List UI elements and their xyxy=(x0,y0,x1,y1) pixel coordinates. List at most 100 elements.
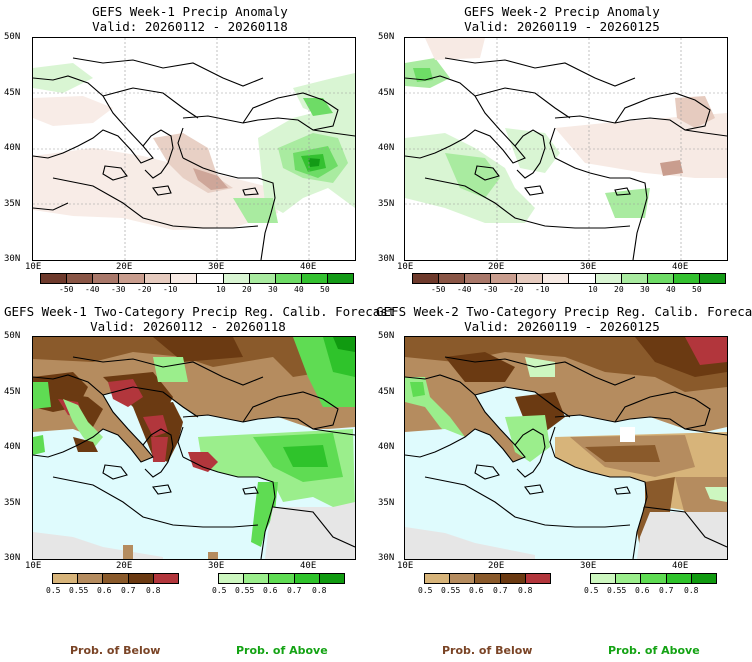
p3-lon-10: 10E xyxy=(25,561,42,571)
map-week1-category xyxy=(32,336,356,560)
p3-lat-30: 30N xyxy=(4,553,21,563)
p1-lon-20: 20E xyxy=(116,262,133,272)
p4-lon-40: 40E xyxy=(672,561,689,571)
p3-below-label: 0.5 xyxy=(46,586,61,595)
p4-lat-40: 40N xyxy=(378,442,395,452)
p4-above-label: 0.6 xyxy=(635,586,650,595)
panel2-title: GEFS Week-2 Precip Anomaly xyxy=(464,4,660,19)
anomaly-wet-areas xyxy=(405,58,650,223)
p2-cb-label: 30 xyxy=(640,285,650,294)
p4-below-label: 0.8 xyxy=(518,586,533,595)
p4-above-colorbar xyxy=(590,573,717,584)
p1-cb-label: -40 xyxy=(85,285,100,294)
p3-lat-35: 35N xyxy=(4,498,21,508)
p1-cb-label: 10 xyxy=(216,285,226,294)
p3-above-label: 0.6 xyxy=(263,586,278,595)
p4-below-label: 0.7 xyxy=(493,586,508,595)
p2-lon-40: 40E xyxy=(672,262,689,272)
p2-lon-30: 30E xyxy=(580,262,597,272)
p3-above-label: 0.8 xyxy=(312,586,327,595)
p1-cb-label: -50 xyxy=(59,285,74,294)
p3-lon-20: 20E xyxy=(116,561,133,571)
p1-anomaly-colorbar xyxy=(40,273,354,284)
p1-cb-label: 20 xyxy=(242,285,252,294)
p2-lat-30: 30N xyxy=(378,254,395,264)
p1-lat-35: 35N xyxy=(4,199,21,209)
p3-below-label: 0.55 xyxy=(69,586,89,595)
p4-lat-50: 50N xyxy=(378,331,395,341)
p4-above-label: 0.55 xyxy=(607,586,627,595)
p2-lat-45: 45N xyxy=(378,88,395,98)
p3-above-label: 0.7 xyxy=(287,586,302,595)
p4-lat-35: 35N xyxy=(378,498,395,508)
p1-cb-label: -10 xyxy=(163,285,178,294)
p2-cb-label: -40 xyxy=(457,285,472,294)
p3-lat-50: 50N xyxy=(4,331,21,341)
p3-above-colorbar xyxy=(218,573,345,584)
p2-cb-label: 40 xyxy=(666,285,676,294)
p4-above-label: 0.8 xyxy=(684,586,699,595)
p1-lon-10: 10E xyxy=(25,262,42,272)
panel3-title: GEFS Week-1 Two-Category Precip Reg. Cal… xyxy=(4,304,396,319)
footer-prob-below-right: Prob. of Below xyxy=(442,644,533,657)
p2-cb-label: 10 xyxy=(588,285,598,294)
p2-lon-10: 10E xyxy=(397,262,414,272)
p4-lon-30: 30E xyxy=(580,561,597,571)
p3-below-label: 0.6 xyxy=(97,586,112,595)
p3-lat-40: 40N xyxy=(4,442,21,452)
coastlines xyxy=(33,356,355,559)
p2-lat-50: 50N xyxy=(378,32,395,42)
p1-lon-40: 40E xyxy=(300,262,317,272)
panel4-valid: Valid: 20260119 - 20260125 xyxy=(464,319,660,334)
footer-prob-above-right: Prob. of Above xyxy=(608,644,700,657)
p3-below-colorbar xyxy=(52,573,179,584)
p1-lat-40: 40N xyxy=(4,143,21,153)
p2-anomaly-colorbar xyxy=(412,273,726,284)
p4-below-label: 0.6 xyxy=(469,586,484,595)
land-prob-fill xyxy=(405,337,727,559)
p2-cb-label: -50 xyxy=(431,285,446,294)
map-week1-anomaly xyxy=(32,37,356,261)
coastlines xyxy=(33,57,355,260)
p4-below-colorbar xyxy=(424,573,551,584)
map-week2-anomaly xyxy=(404,37,728,261)
p4-lon-20: 20E xyxy=(488,561,505,571)
p4-lat-30: 30N xyxy=(378,553,395,563)
p3-below-label: 0.7 xyxy=(121,586,136,595)
p3-above-label: 0.55 xyxy=(235,586,255,595)
p4-above-label: 0.5 xyxy=(584,586,599,595)
panel4-title: GEFS Week-2 Two-Category Precip Reg. Cal… xyxy=(376,304,752,319)
p4-lat-45: 45N xyxy=(378,387,395,397)
land-prob-fill xyxy=(33,337,355,559)
p2-cb-label: -30 xyxy=(483,285,498,294)
panel3-valid: Valid: 20260112 - 20260118 xyxy=(90,319,286,334)
p4-below-label: 0.5 xyxy=(418,586,433,595)
anomaly-wet-areas xyxy=(33,63,355,223)
p1-cb-label: 30 xyxy=(268,285,278,294)
p2-lon-20: 20E xyxy=(488,262,505,272)
p3-above-label: 0.5 xyxy=(212,586,227,595)
p2-cb-label: 20 xyxy=(614,285,624,294)
p4-below-label: 0.55 xyxy=(441,586,461,595)
p2-cb-label: -10 xyxy=(535,285,550,294)
p1-cb-label: 50 xyxy=(320,285,330,294)
p1-cb-label: -30 xyxy=(111,285,126,294)
panel1-title: GEFS Week-1 Precip Anomaly xyxy=(92,4,288,19)
panel1-valid: Valid: 20260112 - 20260118 xyxy=(92,19,288,34)
p1-cb-label: 40 xyxy=(294,285,304,294)
p1-lat-30: 30N xyxy=(4,254,21,264)
p3-lon-30: 30E xyxy=(208,561,225,571)
panel2-valid: Valid: 20260119 - 20260125 xyxy=(464,19,660,34)
p4-above-label: 0.7 xyxy=(659,586,674,595)
p2-lat-40: 40N xyxy=(378,143,395,153)
p2-cb-label: 50 xyxy=(692,285,702,294)
p1-lat-45: 45N xyxy=(4,88,21,98)
map-week2-category xyxy=(404,336,728,560)
p3-below-label: 0.8 xyxy=(146,586,161,595)
p2-cb-label: -20 xyxy=(509,285,524,294)
p4-lon-10: 10E xyxy=(397,561,414,571)
p1-lon-30: 30E xyxy=(208,262,225,272)
footer-prob-below-left: Prob. of Below xyxy=(70,644,161,657)
p3-lon-40: 40E xyxy=(300,561,317,571)
p1-cb-label: -20 xyxy=(137,285,152,294)
